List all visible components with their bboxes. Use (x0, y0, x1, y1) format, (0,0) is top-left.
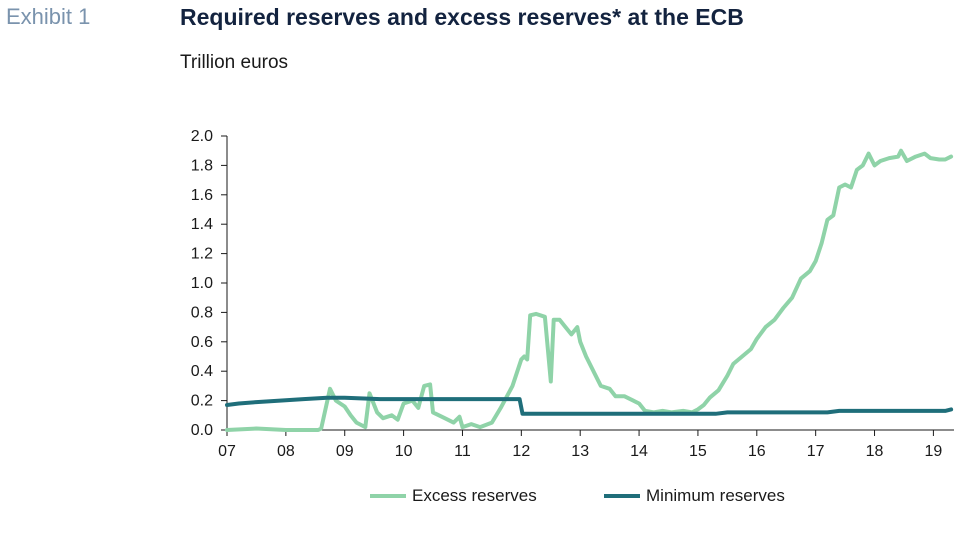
y-tick-label: 0.6 (191, 334, 213, 351)
legend-swatch-minimum (604, 494, 640, 498)
x-tick-label: 13 (571, 443, 589, 460)
x-tick-label: 18 (866, 443, 884, 460)
y-tick-label: 1.4 (191, 216, 213, 233)
legend-label-excess: Excess reserves (412, 486, 537, 505)
chart-title: Required reserves and excess reserves* a… (180, 4, 744, 30)
x-axis: 07 08 09 10 11 12 13 14 15 16 17 18 19 (218, 429, 954, 460)
x-tick-label: 16 (748, 443, 766, 460)
x-tick-label: 08 (277, 443, 295, 460)
y-tick-label: 0.8 (191, 304, 213, 321)
y-tick-label: 0.2 (191, 393, 213, 410)
y-tick-label: 1.8 (191, 157, 213, 174)
y-tick-label: 0.0 (191, 422, 213, 439)
x-tick-label: 07 (218, 443, 236, 460)
legend-item-excess: Excess reserves (370, 486, 537, 506)
y-tick-label: 1.2 (191, 246, 213, 263)
exhibit-label: Exhibit 1 (6, 4, 91, 29)
y-tick-label: 0.4 (191, 363, 213, 380)
legend-swatch-excess (370, 494, 406, 498)
y-tick-label: 2.0 (191, 128, 213, 145)
x-tick-label: 14 (630, 443, 648, 460)
x-tick-label: 11 (454, 443, 471, 460)
x-tick-label: 15 (689, 443, 707, 460)
legend: Excess reserves Minimum reserves (0, 486, 969, 510)
x-tick-label: 17 (807, 443, 825, 460)
legend-item-minimum: Minimum reserves (604, 486, 785, 506)
series-line-excess-reserves (225, 148, 954, 432)
y-axis: 0.0 0.2 0.4 0.6 0.8 1.0 1.2 1.4 1.6 1.8 2.0 (191, 128, 228, 439)
chart-subtitle: Trillion euros (180, 52, 289, 73)
x-tick-label: 10 (395, 443, 413, 460)
series-layer (225, 148, 954, 432)
line-chart: 0.0 0.2 0.4 0.6 0.8 1.0 1.2 1.4 1.6 1.8 2.0 07 08 09… (191, 128, 954, 460)
x-tick-label: 19 (924, 443, 942, 460)
x-tick-label: 12 (512, 443, 530, 460)
series-line-minimum-reserves (225, 395, 954, 416)
y-tick-label: 1.0 (191, 275, 213, 292)
y-tick-label: 1.6 (191, 187, 213, 204)
x-tick-label: 09 (336, 443, 354, 460)
legend-label-minimum: Minimum reserves (646, 486, 785, 505)
